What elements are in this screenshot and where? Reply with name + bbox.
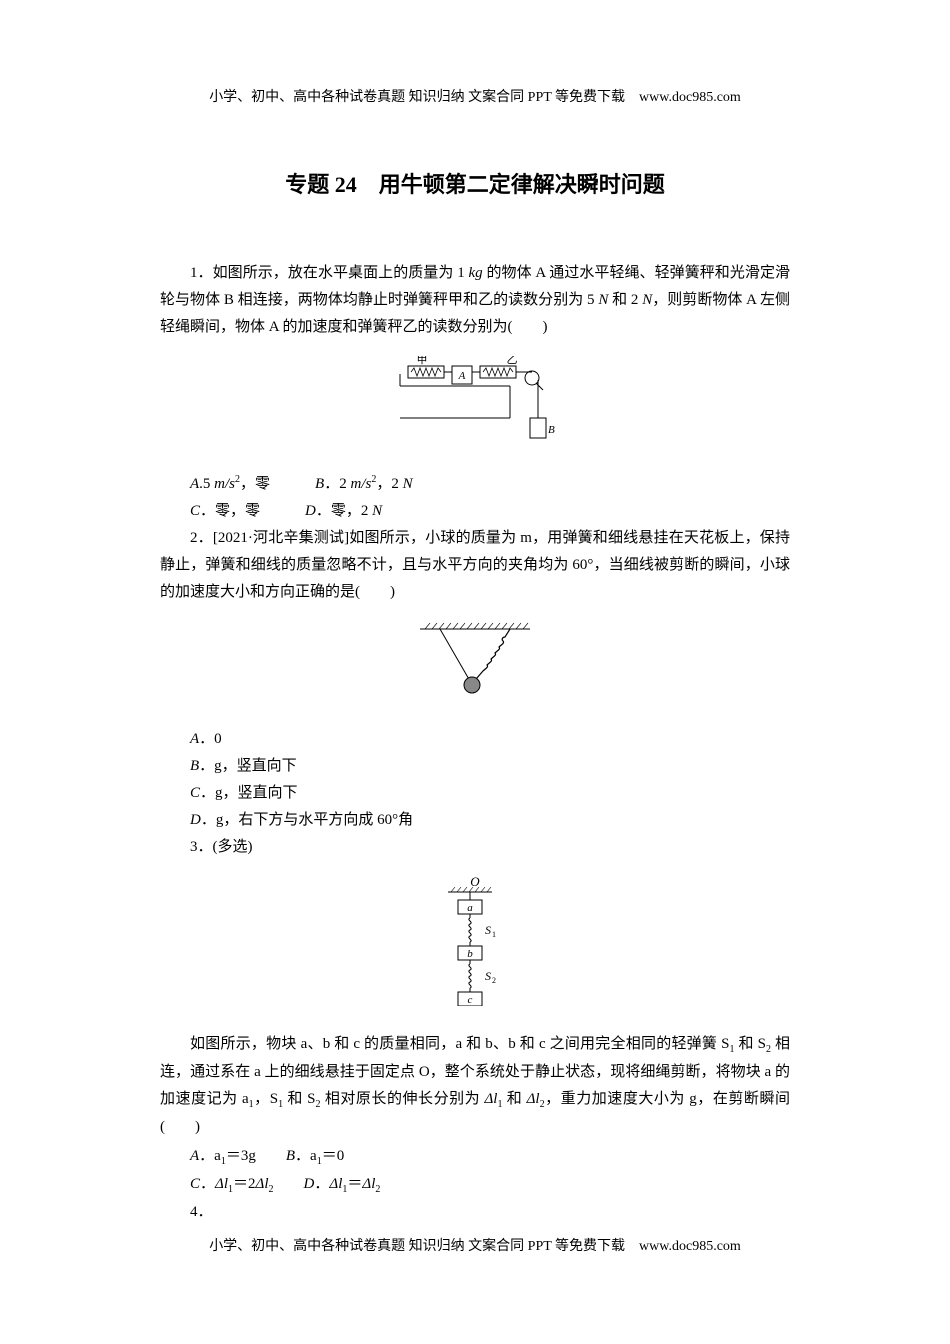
svg-text:S: S: [485, 923, 491, 937]
q3-optB-suf: ＝0: [322, 1148, 345, 1164]
svg-text:B: B: [548, 424, 555, 436]
q3-optC-mid: ＝2: [233, 1176, 256, 1192]
q2-optA: ．0: [199, 731, 222, 747]
q1-optD: ．零，2: [316, 503, 372, 519]
page-footer: 小学、初中、高中各种试卷真题 知识归纳 文案合同 PPT 等免费下载 www.d…: [0, 1234, 950, 1259]
q2-optB: ．g，竖直向下: [199, 758, 297, 774]
figure-1: 甲 A 乙 B: [160, 356, 790, 456]
q4-text: ．: [198, 1204, 213, 1220]
q2-diagram: [410, 621, 540, 701]
title-main: 用牛顿第二定律解决瞬时问题: [379, 172, 665, 197]
q3-optC-l: Δl: [215, 1176, 228, 1192]
q3-optC-pre: C: [190, 1176, 200, 1192]
svg-text:甲: 甲: [417, 356, 428, 366]
q1-optA-unit: m/s: [214, 476, 235, 492]
q3-t1: ．(多选): [198, 839, 253, 855]
svg-text:b: b: [467, 948, 473, 960]
q1-optD-N: N: [372, 503, 382, 519]
q3-t3: 和 S: [734, 1036, 766, 1052]
q2-num: 2: [190, 530, 198, 546]
title-prefix: 专题 24: [285, 172, 357, 197]
q2-optA-line: A．0: [160, 726, 790, 753]
q1-N2: N: [642, 292, 652, 308]
q1-optD-pre: D: [305, 503, 316, 519]
q3-optD-r: Δl: [362, 1176, 375, 1192]
q3-optB: ．a: [295, 1148, 317, 1164]
q1-optB: ．2: [324, 476, 350, 492]
svg-text:S: S: [485, 969, 491, 983]
question-3-intro: 3．(多选): [160, 834, 790, 861]
q3-optC-r: Δl: [256, 1176, 269, 1192]
q3-t8: 和: [502, 1091, 526, 1107]
q3-optD-pre: D: [304, 1176, 315, 1192]
q1-optB-unit: m/s: [350, 476, 371, 492]
q1-kg: kg: [469, 265, 483, 281]
figure-3: O a S1 b S2 c: [160, 876, 790, 1016]
svg-text:a: a: [467, 902, 473, 914]
q3-optA-pre: A: [190, 1148, 199, 1164]
q2-t1: ．[2021·河北辛集测试]如图所示，小球的质量为 m，用弹簧和细线悬挂在天花板…: [160, 530, 790, 600]
q3-optA-suf: ＝3g: [226, 1148, 256, 1164]
q2-optA-pre: A: [190, 731, 199, 747]
q2-optC: ．g，竖直向下: [200, 785, 298, 801]
q1-optA-pre: A: [190, 476, 199, 492]
svg-text:乙: 乙: [507, 356, 518, 366]
q3-t7: 相对原长的伸长分别为: [321, 1091, 485, 1107]
q2-optD-pre: D: [190, 812, 201, 828]
question-1: 1．如图所示，放在水平桌面上的质量为 1 kg 的物体 A 通过水平轻绳、轻弹簧…: [160, 260, 790, 341]
q1-options-row2: C．零，零 D．零，2 N: [160, 498, 790, 525]
q2-optB-pre: B: [190, 758, 199, 774]
q3-t5: ，S: [254, 1091, 278, 1107]
figure-2: [160, 621, 790, 711]
q3-options-row2: C．Δl1＝2Δl2 D．Δl1＝Δl2: [160, 1171, 790, 1199]
page-title: 专题 24 用牛顿第二定律解决瞬时问题: [160, 165, 790, 205]
q1-optA-suffix: ，零: [240, 476, 270, 492]
q3-optD-mid: ＝: [347, 1176, 362, 1192]
q1-options-row1: A.5 m/s2，零 B．2 m/s2，2 N: [160, 471, 790, 498]
q1-optA: .5: [199, 476, 214, 492]
question-3-body: 如图所示，物块 a、b 和 c 的质量相同，a 和 b、b 和 c 之间用完全相…: [160, 1031, 790, 1141]
svg-text:c: c: [468, 994, 473, 1006]
q1-t1: ．如图所示，放在水平桌面上的质量为 1: [198, 265, 469, 281]
q1-t3: 和 2: [608, 292, 642, 308]
q2-optC-pre: C: [190, 785, 200, 801]
q3-dl1: Δl: [485, 1091, 498, 1107]
q1-optC: ．零，零: [200, 503, 260, 519]
page-header: 小学、初中、高中各种试卷真题 知识归纳 文案合同 PPT 等免费下载 www.d…: [160, 85, 790, 110]
q1-optB-suffix: ，2: [376, 476, 402, 492]
q2-optB-line: B．g，竖直向下: [160, 753, 790, 780]
q3-t2: 如图所示，物块 a、b 和 c 的质量相同，a 和 b、b 和 c 之间用完全相…: [190, 1036, 729, 1052]
svg-text:1: 1: [492, 930, 496, 939]
q3-t6: 和 S: [283, 1091, 315, 1107]
q1-diagram: 甲 A 乙 B: [390, 356, 560, 446]
q3-diagram: O a S1 b S2 c: [430, 876, 520, 1006]
q3-options-row1: A．a1＝3g B．a1＝0: [160, 1143, 790, 1171]
q3-optA: ．a: [199, 1148, 221, 1164]
q3-optB-pre: B: [286, 1148, 295, 1164]
q1-N1: N: [598, 292, 608, 308]
q1-optC-pre: C: [190, 503, 200, 519]
svg-text:2: 2: [492, 976, 496, 985]
q3-num: 3: [190, 839, 198, 855]
q2-optD-line: D．g，右下方与水平方向成 60°角: [160, 807, 790, 834]
q3-optD-l: Δl: [329, 1176, 342, 1192]
q3-dl2: Δl: [527, 1091, 540, 1107]
q2-optD: ．g，右下方与水平方向成 60°角: [201, 812, 413, 828]
q4-num: 4: [190, 1204, 198, 1220]
question-4: 4．: [160, 1199, 790, 1226]
q1-num: 1: [190, 265, 198, 281]
q3-optD-sub2: 2: [375, 1184, 380, 1195]
q1-optB-pre: B: [315, 476, 324, 492]
q1-optB-N: N: [403, 476, 413, 492]
svg-text:A: A: [458, 370, 466, 382]
q3-optC-sub2: 2: [269, 1184, 274, 1195]
question-2: 2．[2021·河北辛集测试]如图所示，小球的质量为 m，用弹簧和细线悬挂在天花…: [160, 525, 790, 606]
q2-optC-line: C．g，竖直向下: [160, 780, 790, 807]
